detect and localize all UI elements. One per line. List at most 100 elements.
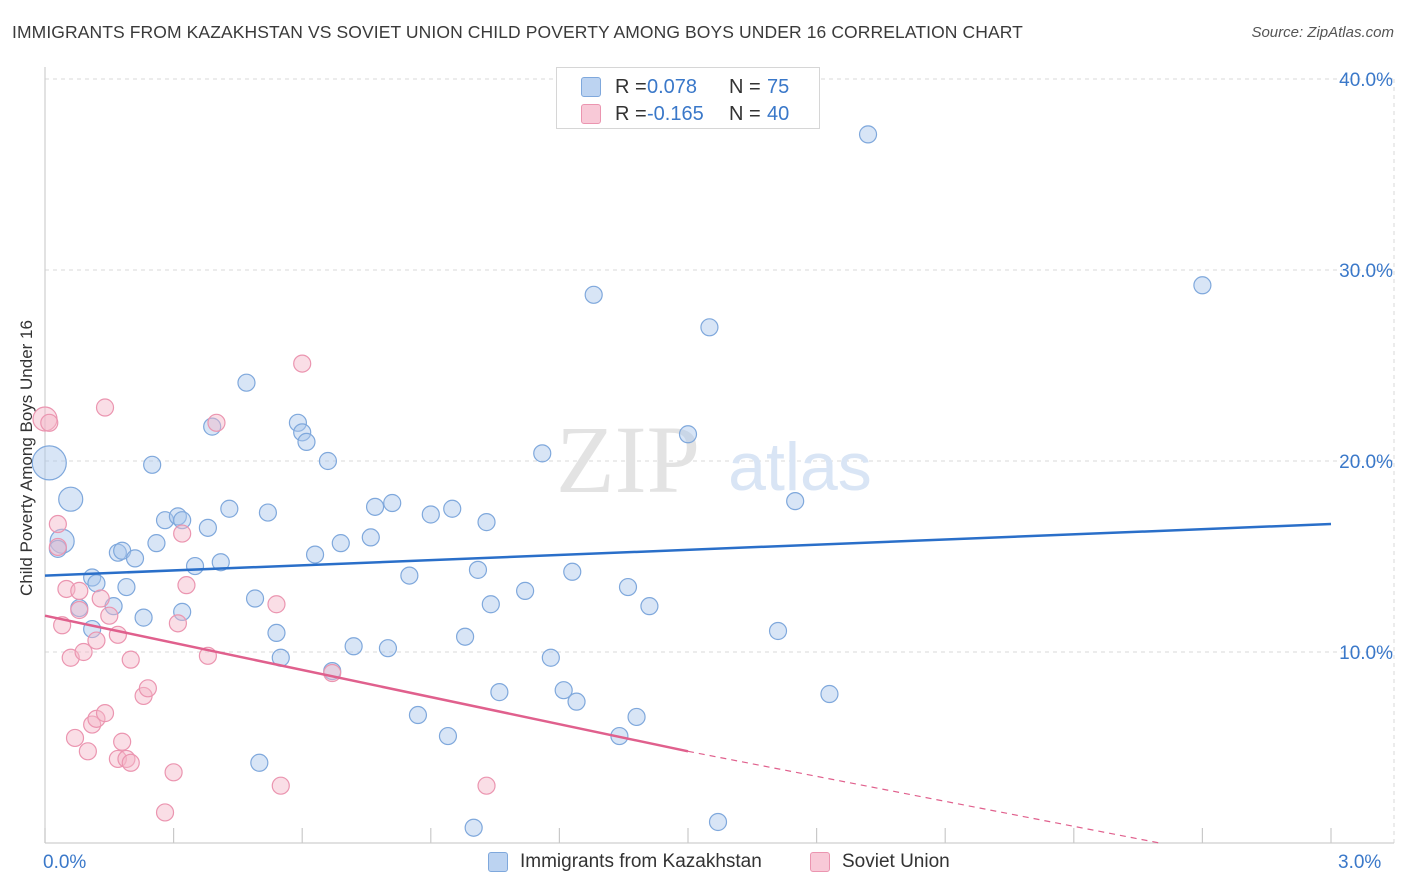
soviet-union-point: [168, 614, 187, 633]
legend-row-kazakhstan: R = 0.078 N = 75: [581, 75, 789, 99]
kazakhstan-point: [786, 492, 805, 511]
soviet-union-point: [121, 650, 140, 669]
kazakhstan-point: [293, 423, 312, 442]
grid-lines: [45, 78, 1395, 843]
kazakhstan-point: [297, 432, 316, 451]
soviet-union-point: [48, 514, 67, 534]
tick-labels: 10.0% 20.0% 30.0% 40.0%: [1339, 70, 1393, 664]
soviet-union-point: [271, 776, 290, 795]
kazakhstan-point: [678, 425, 698, 444]
kazakhstan-point: [708, 812, 728, 832]
stats-legend: R = 0.078 N = 75 R = -0.165 N = 40: [556, 67, 820, 129]
kazakhstan-point: [58, 486, 84, 512]
soviet-union-trend-line: [44, 614, 689, 753]
legend-swatch-pink: [810, 852, 830, 872]
axes: [44, 67, 1394, 844]
soviet-union-point: [48, 537, 67, 557]
kazakhstan-point: [185, 556, 205, 576]
soviet-union-point: [95, 398, 115, 417]
kazakhstan-point: [134, 608, 153, 627]
soviet-union-point: [87, 631, 106, 650]
soviet-union-point: [164, 763, 183, 782]
kazakhstan-point: [820, 684, 839, 704]
kazakhstan-point: [477, 513, 496, 532]
kazakhstan-point: [408, 705, 428, 725]
kazakhstan-point: [31, 445, 67, 481]
watermark-atlas: atlas: [728, 429, 872, 505]
kazakhstan-point: [567, 692, 586, 711]
kazakhstan-point: [541, 648, 560, 667]
y-tick-label: 30.0%: [1339, 261, 1393, 282]
soviet-union-point: [323, 663, 342, 683]
chart-title: IMMIGRANTS FROM KAZAKHSTAN VS SOVIET UNI…: [12, 22, 1023, 42]
kazakhstan-point: [173, 602, 192, 621]
soviet-union-point: [293, 354, 312, 373]
legend-n-value: 40: [767, 102, 790, 125]
kazakhstan-point: [400, 566, 419, 585]
kazakhstan-point: [554, 681, 573, 700]
soviet-union-point: [155, 803, 175, 822]
soviet-union-point: [70, 581, 89, 600]
kazakhstan-point: [533, 444, 552, 463]
legend-n-label: N =: [729, 102, 761, 125]
kazakhstan-point: [147, 534, 166, 553]
legend-n-value: 75: [767, 75, 790, 98]
soviet-union-point: [65, 728, 85, 748]
y-tick-label: 10.0%: [1339, 643, 1393, 664]
kazakhstan-point: [443, 499, 462, 518]
legend-n-label: N =: [729, 75, 761, 98]
watermark-zip: ZIP: [556, 406, 700, 513]
legend-row-soviet-union: R = -0.165 N = 40: [581, 102, 789, 126]
kazakhstan-point: [87, 574, 106, 593]
kazakhstan-point: [858, 125, 878, 144]
kazakhstan-point: [220, 499, 239, 518]
soviet-union-point: [207, 413, 226, 432]
soviet-union-point: [40, 413, 59, 432]
kazakhstan-point: [250, 753, 269, 772]
kazakhstan-point: [490, 683, 509, 702]
kazakhstan-point: [618, 577, 638, 597]
kazakhstan-point: [627, 707, 646, 727]
bottom-legend-soviet-union[interactable]: Soviet Union: [810, 851, 950, 873]
kazakhstan-point: [468, 560, 488, 579]
kazakhstan-point: [143, 455, 162, 474]
trend-lines: [44, 522, 1332, 844]
kazakhstan-point: [305, 545, 325, 564]
kazakhstan-point: [383, 493, 402, 513]
legend-r-label: R =: [615, 102, 647, 125]
kazakhstan-point: [198, 518, 217, 537]
watermark: ZIP atlas: [556, 406, 872, 513]
kazakhstan-point: [438, 726, 458, 746]
kazakhstan-trend-line: [44, 522, 1332, 577]
legend-label: Soviet Union: [842, 851, 950, 872]
kazakhstan-point: [288, 413, 308, 432]
kazakhstan-point: [700, 318, 719, 337]
kazakhstan-point: [365, 497, 385, 516]
kazakhstan-point: [464, 818, 483, 837]
kazakhstan-point: [378, 639, 398, 658]
kazakhstan-point: [258, 503, 278, 522]
soviet-union-trend-extension: [687, 750, 1160, 844]
x-tick-max: 3.0%: [1338, 852, 1382, 873]
soviet-union-point: [477, 776, 496, 795]
kazakhstan-point: [117, 577, 136, 597]
soviet-union-point: [173, 524, 192, 543]
kazakhstan-point: [421, 505, 440, 524]
bottom-legend-kazakhstan[interactable]: Immigrants from Kazakhstan: [488, 851, 762, 873]
legend-r-label: R =: [615, 75, 647, 98]
kazakhstan-point: [516, 581, 535, 600]
soviet-union-point: [91, 589, 110, 608]
legend-swatch-pink: [581, 104, 601, 124]
legend-r-value: -0.165: [647, 102, 704, 125]
soviet-union-point: [78, 742, 97, 761]
kazakhstan-point: [237, 373, 256, 392]
soviet-union-point: [138, 679, 157, 698]
y-tick-label: 40.0%: [1339, 70, 1393, 91]
legend-r-value: 0.078: [647, 75, 698, 98]
soviet-union-point: [177, 576, 196, 595]
kazakhstan-point: [245, 589, 265, 608]
y-axis-label: Child Poverty Among Boys Under 16: [17, 320, 36, 596]
kazakhstan-point: [173, 511, 192, 530]
soviet-union-point: [113, 732, 132, 751]
kazakhstan-point: [563, 562, 582, 581]
